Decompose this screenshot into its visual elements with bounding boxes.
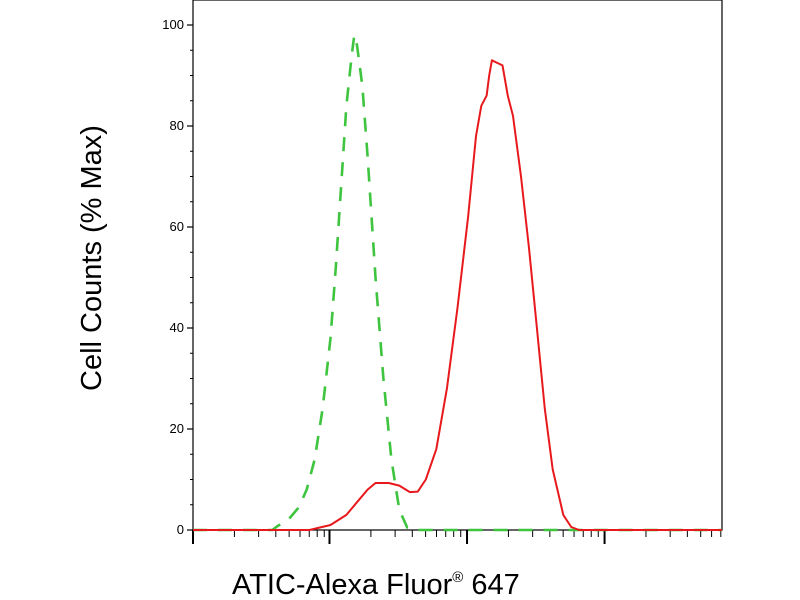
axes [192,0,723,531]
plot-frame [192,0,723,531]
y-tick-label: 60 [170,219,184,234]
y-tick-label: 40 [170,320,184,335]
x-axis-title: ATIC-Alexa Fluor® 647 [232,569,520,600]
y-axis-title: Cell Counts (% Max) [76,125,108,391]
x-axis-title-superscript: ® [452,569,463,586]
atic-histogram-line [193,59,722,531]
y-tick-label: 100 [162,17,184,32]
control-histogram-line [193,33,722,532]
x-axis-title-main: ATIC-Alexa Fluor [232,569,453,600]
y-axis-ticks: 0 20 40 60 80 100 [162,17,193,537]
series-group [193,33,722,532]
x-axis-title-suffix: 647 [463,569,519,600]
x-axis-ticks [192,529,722,544]
y-tick-label: 0 [177,522,184,537]
y-tick-label: 80 [170,118,184,133]
y-tick-label: 20 [170,421,184,436]
